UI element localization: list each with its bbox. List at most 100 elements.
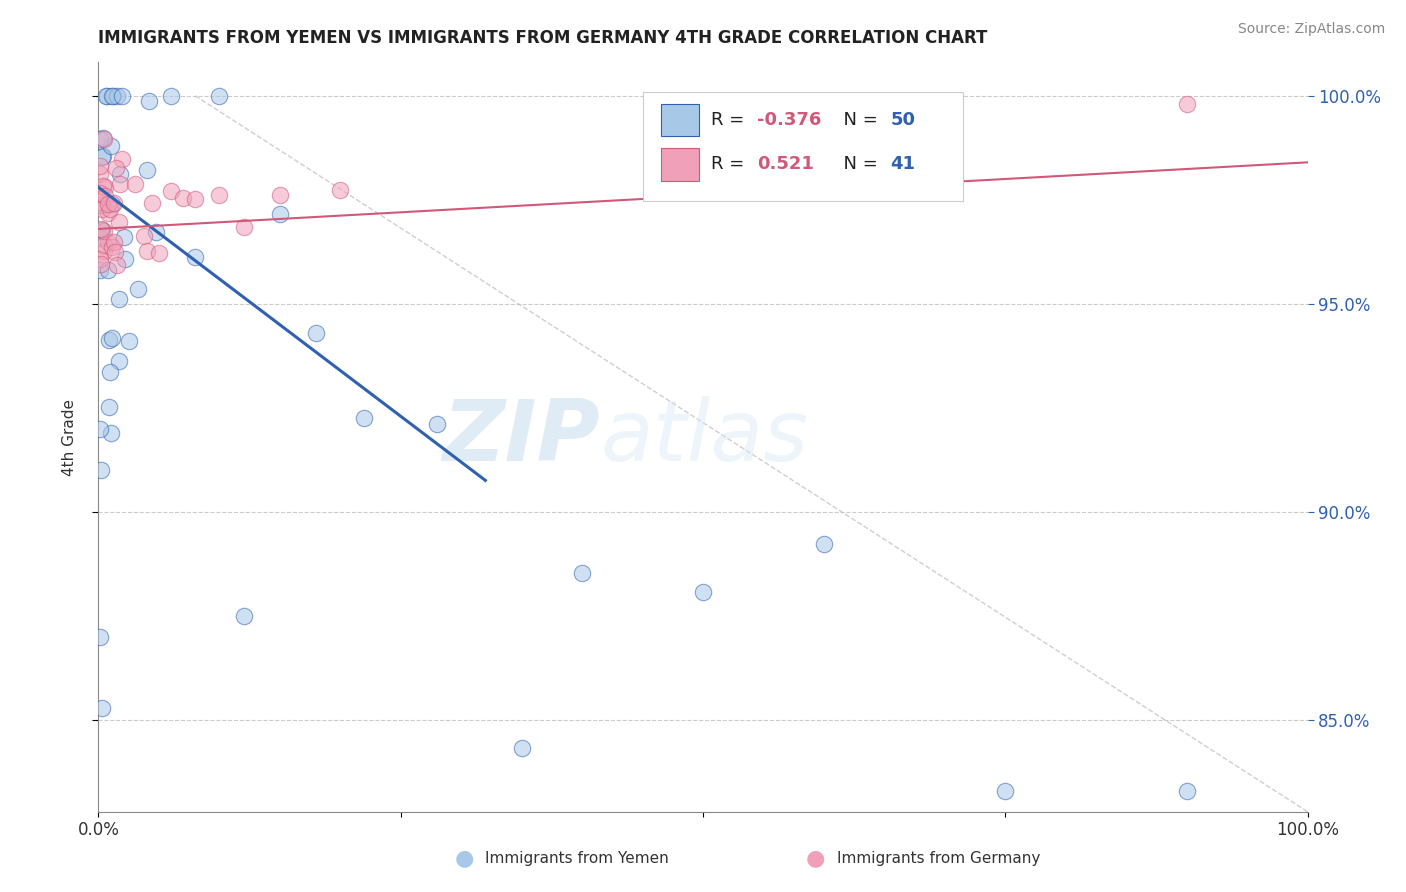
Point [90, 463, 112, 477]
Point [89, 422, 111, 436]
Text: Immigrants from Yemen: Immigrants from Yemen [485, 851, 669, 865]
Point [148, 246, 170, 260]
Point [994, 784, 1017, 798]
Text: -0.376: -0.376 [758, 111, 821, 129]
Point [692, 585, 714, 599]
Point [103, 195, 125, 210]
Point [101, 88, 124, 103]
Text: ZIP: ZIP [443, 395, 600, 479]
Point [100, 240, 122, 254]
FancyBboxPatch shape [661, 103, 699, 136]
FancyBboxPatch shape [661, 148, 699, 180]
Point [353, 410, 375, 425]
Point [93, 130, 115, 145]
Y-axis label: 4th Grade: 4th Grade [62, 399, 77, 475]
Point [89, 230, 111, 244]
Point [105, 88, 128, 103]
Text: ●: ● [806, 848, 825, 868]
Point [91, 202, 114, 216]
Point [90, 197, 112, 211]
Point [110, 177, 132, 191]
Point [97, 206, 120, 220]
Point [93, 224, 115, 238]
Point [108, 353, 131, 368]
Point [91, 150, 114, 164]
Point [208, 187, 231, 202]
Point [100, 138, 122, 153]
Text: 50: 50 [890, 111, 915, 129]
Point [90, 222, 112, 236]
Point [132, 229, 155, 244]
Point [232, 220, 254, 235]
Text: N =: N = [832, 155, 884, 173]
Point [91, 700, 114, 714]
Point [208, 88, 231, 103]
Point [813, 537, 835, 551]
Point [91, 178, 114, 193]
Point [112, 230, 135, 244]
Point [100, 202, 122, 217]
Point [93, 244, 115, 258]
Point [138, 94, 160, 108]
Point [114, 252, 136, 266]
Point [93, 238, 115, 252]
Point [89, 159, 111, 173]
Point [98, 333, 121, 347]
Point [100, 331, 122, 345]
Point [135, 163, 157, 178]
Point [145, 225, 167, 239]
Point [510, 740, 533, 755]
Point [97, 197, 120, 211]
Point [118, 334, 141, 348]
Text: Immigrants from Germany: Immigrants from Germany [837, 851, 1040, 865]
Point [184, 192, 207, 206]
Point [108, 167, 131, 181]
Point [90, 257, 112, 271]
Point [111, 153, 134, 167]
Point [89, 630, 111, 644]
Point [93, 132, 115, 146]
Text: N =: N = [832, 111, 884, 129]
Point [1175, 784, 1198, 798]
Point [232, 609, 254, 624]
Point [105, 161, 128, 175]
Point [184, 250, 207, 264]
Text: ●: ● [454, 848, 474, 868]
Point [91, 149, 114, 163]
Text: IMMIGRANTS FROM YEMEN VS IMMIGRANTS FROM GERMANY 4TH GRADE CORRELATION CHART: IMMIGRANTS FROM YEMEN VS IMMIGRANTS FROM… [98, 29, 988, 47]
Text: atlas: atlas [600, 395, 808, 479]
Point [100, 425, 122, 440]
Point [94, 189, 117, 203]
Point [89, 263, 111, 277]
Point [103, 235, 125, 249]
Point [127, 282, 149, 296]
Text: R =: R = [711, 155, 751, 173]
Point [89, 252, 111, 266]
Point [172, 191, 194, 205]
Text: Source: ZipAtlas.com: Source: ZipAtlas.com [1237, 22, 1385, 37]
Point [571, 566, 593, 580]
Point [329, 183, 352, 197]
Point [97, 235, 120, 249]
Point [305, 326, 328, 340]
Text: R =: R = [711, 111, 751, 129]
Point [94, 180, 117, 194]
Point [100, 88, 122, 103]
Point [135, 244, 157, 258]
Point [111, 88, 134, 103]
Point [94, 88, 117, 103]
Point [89, 186, 111, 200]
Point [426, 417, 449, 431]
Text: 0.521: 0.521 [758, 155, 814, 173]
Point [98, 365, 121, 379]
Point [160, 88, 183, 103]
Point [96, 263, 118, 277]
Point [107, 258, 129, 272]
FancyBboxPatch shape [643, 93, 963, 201]
Point [96, 88, 118, 103]
Point [108, 215, 131, 229]
Point [101, 196, 124, 211]
Point [91, 223, 114, 237]
Point [89, 167, 111, 181]
Point [141, 196, 163, 211]
